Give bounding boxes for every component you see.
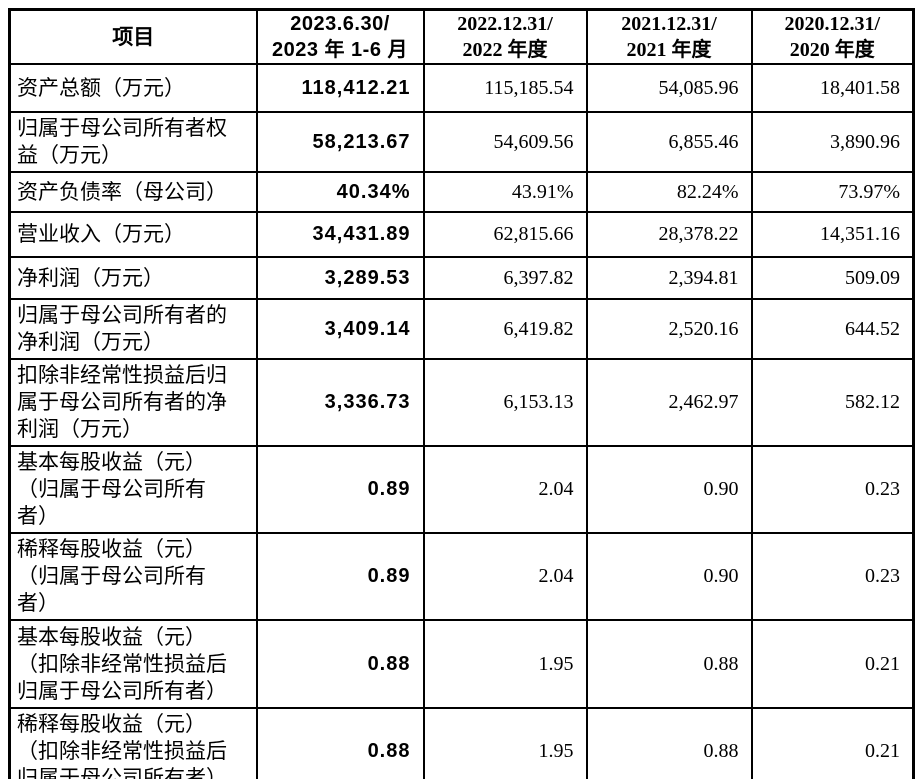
diluted-eps-2022: 2.04 [422,532,588,621]
row-label-deducted-net-profit: 扣除非经常性损益后归 属于母公司所有者的净 利润（万元） [8,358,258,447]
deducted-net-profit-2021: 2,462.97 [585,358,753,447]
revenue-2023h1: 34,431.89 [255,211,425,258]
total-assets-2023h1: 118,412.21 [255,63,425,113]
column-header-2020: 2020.12.31/ 2020 年度 [750,8,915,65]
row-label-revenue: 营业收入（万元） [8,211,258,258]
row-label-parent-equity: 归属于母公司所有者权 益（万元） [8,111,258,173]
revenue-2022: 62,815.66 [422,211,588,258]
deducted-net-profit-2023h1: 3,336.73 [255,358,425,447]
financial-summary-table: 项目 2023.6.30/ 2023 年 1-6 月 2022.12.31/ 2… [8,8,915,779]
basic-eps-2022: 2.04 [422,445,588,534]
row-label-parent-net-profit: 归属于母公司所有者的 净利润（万元） [8,298,258,360]
column-header-item: 项目 [8,8,258,65]
total-assets-2022: 115,185.54 [422,63,588,113]
debt-ratio-2023h1: 40.34% [255,171,425,213]
diluted-eps-deducted-2022: 1.95 [422,707,588,779]
basic-eps-2021: 0.90 [585,445,753,534]
column-header-2021: 2021.12.31/ 2021 年度 [585,8,753,65]
debt-ratio-2020: 73.97% [750,171,915,213]
table-row-basic-eps: 基本每股收益（元） （归属于母公司所有 者） 0.89 2.04 0.90 0.… [8,445,915,534]
table-row-deducted-net-profit: 扣除非经常性损益后归 属于母公司所有者的净 利润（万元） 3,336.73 6,… [8,358,915,447]
net-profit-2020: 509.09 [750,256,915,300]
deducted-net-profit-2020: 582.12 [750,358,915,447]
table-row-diluted-eps: 稀释每股收益（元） （归属于母公司所有 者） 0.89 2.04 0.90 0.… [8,532,915,621]
parent-net-profit-2022: 6,419.82 [422,298,588,360]
basic-eps-2020: 0.23 [750,445,915,534]
parent-equity-2021: 6,855.46 [585,111,753,173]
basic-eps-deducted-2022: 1.95 [422,619,588,709]
row-label-debt-ratio: 资产负债率（母公司） [8,171,258,213]
debt-ratio-2022: 43.91% [422,171,588,213]
total-assets-2021: 54,085.96 [585,63,753,113]
table-row-parent-net-profit: 归属于母公司所有者的 净利润（万元） 3,409.14 6,419.82 2,5… [8,298,915,360]
deducted-net-profit-2022: 6,153.13 [422,358,588,447]
net-profit-2022: 6,397.82 [422,256,588,300]
parent-net-profit-2021: 2,520.16 [585,298,753,360]
debt-ratio-2021: 82.24% [585,171,753,213]
row-label-net-profit: 净利润（万元） [8,256,258,300]
table-row-revenue: 营业收入（万元） 34,431.89 62,815.66 28,378.22 1… [8,211,915,258]
row-label-diluted-eps-deducted: 稀释每股收益（元） （扣除非经常性损益后 归属于母公司所有者） [8,707,258,779]
basic-eps-deducted-2023h1: 0.88 [255,619,425,709]
diluted-eps-2023h1: 0.89 [255,532,425,621]
parent-net-profit-2020: 644.52 [750,298,915,360]
table-row-parent-equity: 归属于母公司所有者权 益（万元） 58,213.67 54,609.56 6,8… [8,111,915,173]
net-profit-2021: 2,394.81 [585,256,753,300]
table-header-row: 项目 2023.6.30/ 2023 年 1-6 月 2022.12.31/ 2… [8,8,915,65]
revenue-2021: 28,378.22 [585,211,753,258]
row-label-basic-eps: 基本每股收益（元） （归属于母公司所有 者） [8,445,258,534]
parent-equity-2023h1: 58,213.67 [255,111,425,173]
diluted-eps-2021: 0.90 [585,532,753,621]
net-profit-2023h1: 3,289.53 [255,256,425,300]
row-label-total-assets: 资产总额（万元） [8,63,258,113]
revenue-2020: 14,351.16 [750,211,915,258]
table-row-diluted-eps-deducted: 稀释每股收益（元） （扣除非经常性损益后 归属于母公司所有者） 0.88 1.9… [8,707,915,779]
row-label-basic-eps-deducted: 基本每股收益（元） （扣除非经常性损益后 归属于母公司所有者） [8,619,258,709]
basic-eps-deducted-2020: 0.21 [750,619,915,709]
diluted-eps-deducted-2020: 0.21 [750,707,915,779]
diluted-eps-deducted-2021: 0.88 [585,707,753,779]
diluted-eps-2020: 0.23 [750,532,915,621]
column-header-2023h1: 2023.6.30/ 2023 年 1-6 月 [255,8,425,65]
column-header-2022: 2022.12.31/ 2022 年度 [422,8,588,65]
basic-eps-2023h1: 0.89 [255,445,425,534]
parent-net-profit-2023h1: 3,409.14 [255,298,425,360]
table-row-basic-eps-deducted: 基本每股收益（元） （扣除非经常性损益后 归属于母公司所有者） 0.88 1.9… [8,619,915,709]
diluted-eps-deducted-2023h1: 0.88 [255,707,425,779]
table-row-net-profit: 净利润（万元） 3,289.53 6,397.82 2,394.81 509.0… [8,256,915,300]
basic-eps-deducted-2021: 0.88 [585,619,753,709]
parent-equity-2020: 3,890.96 [750,111,915,173]
total-assets-2020: 18,401.58 [750,63,915,113]
row-label-diluted-eps: 稀释每股收益（元） （归属于母公司所有 者） [8,532,258,621]
parent-equity-2022: 54,609.56 [422,111,588,173]
table-row-total-assets: 资产总额（万元） 118,412.21 115,185.54 54,085.96… [8,63,915,113]
table-row-debt-ratio: 资产负债率（母公司） 40.34% 43.91% 82.24% 73.97% [8,171,915,213]
